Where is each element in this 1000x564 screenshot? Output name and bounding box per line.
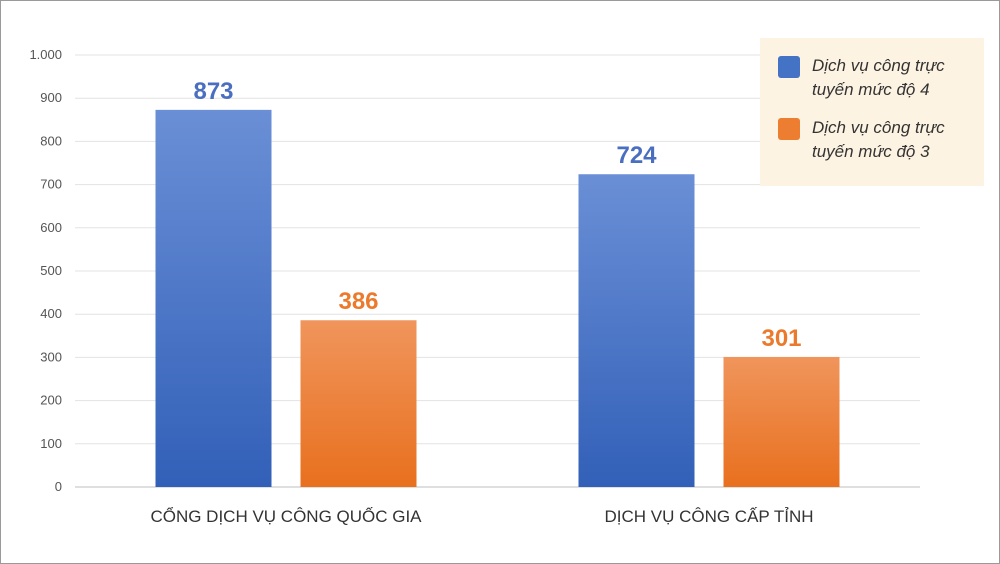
- x-category-label: DỊCH VỤ CÔNG CẤP TỈNH: [604, 507, 813, 526]
- data-label: 386: [338, 288, 378, 315]
- y-tick-label: 600: [40, 220, 62, 235]
- y-tick-label: 0: [55, 479, 62, 494]
- bar: [155, 109, 272, 487]
- y-tick-label: 200: [40, 393, 62, 408]
- data-label: 301: [761, 325, 801, 352]
- y-tick-label: 1.000: [29, 47, 62, 62]
- y-tick-label: 400: [40, 306, 62, 321]
- bar: [578, 174, 695, 487]
- y-tick-label: 100: [40, 436, 62, 451]
- legend: Dịch vụ công trực tuyến mức độ 4 Dịch vụ…: [760, 38, 984, 186]
- y-tick-label: 300: [40, 349, 62, 364]
- y-tick-label: 900: [40, 90, 62, 105]
- y-tick-label: 500: [40, 263, 62, 278]
- y-tick-label: 800: [40, 133, 62, 148]
- x-category-label: CỔNG DỊCH VỤ CÔNG QUỐC GIA: [150, 506, 422, 526]
- legend-label: Dịch vụ công trực tuyến mức độ 4: [812, 56, 945, 99]
- data-label: 724: [616, 142, 657, 169]
- y-tick-label: 700: [40, 177, 62, 192]
- legend-item-series-1: Dịch vụ công trực tuyến mức độ 4: [778, 54, 984, 102]
- legend-swatch-orange: [778, 118, 800, 140]
- legend-item-series-2: Dịch vụ công trực tuyến mức độ 3: [778, 116, 984, 164]
- bar: [723, 356, 840, 487]
- legend-swatch-blue: [778, 56, 800, 78]
- bar: [300, 320, 417, 487]
- data-label: 873: [193, 78, 233, 105]
- legend-label: Dịch vụ công trực tuyến mức độ 3: [812, 118, 945, 161]
